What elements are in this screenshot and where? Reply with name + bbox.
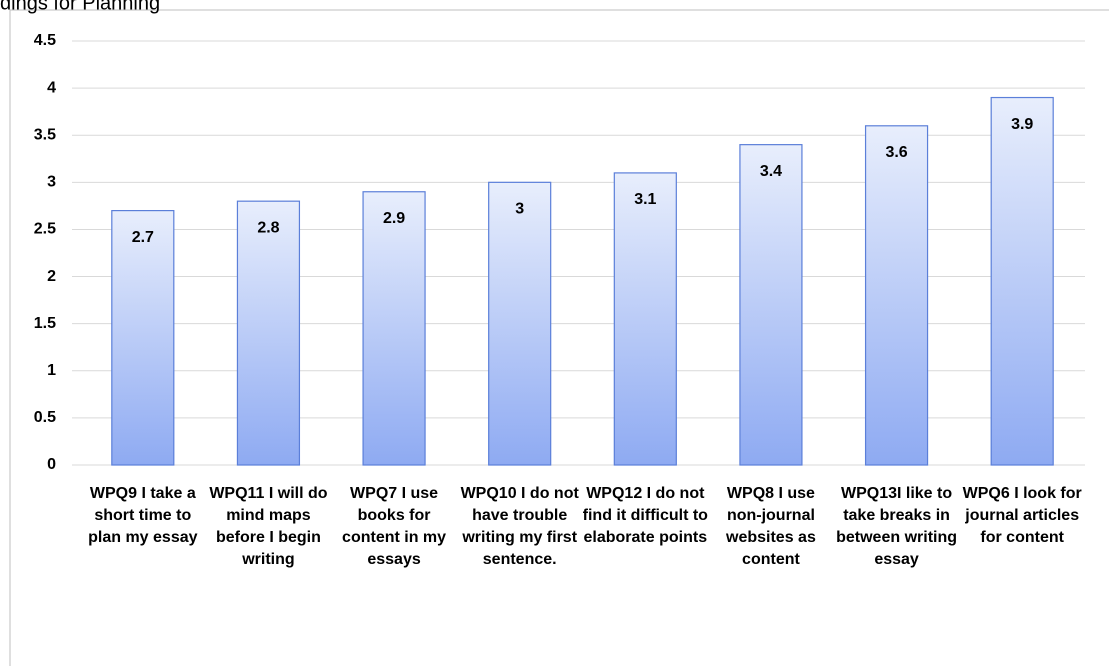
data-label: 3.9 xyxy=(1011,116,1033,133)
x-label-box: WPQ13I like to take breaks in between wr… xyxy=(836,485,958,568)
data-label: 2.9 xyxy=(383,210,405,227)
y-tick-label: 0.5 xyxy=(34,409,56,426)
x-label-box: WPQ7 I use books for content in my essay… xyxy=(342,485,447,568)
y-tick-label: 3 xyxy=(47,174,56,191)
x-label-box: WPQ12 I do not find it difficult to elab… xyxy=(582,485,708,546)
bar xyxy=(111,210,175,466)
bar xyxy=(864,125,929,466)
data-label: 2.7 xyxy=(132,229,154,246)
y-tick-label: 4.5 xyxy=(34,32,56,49)
y-tick-label: 0 xyxy=(47,456,56,473)
x-tick-label: WPQ7 I use books for content in my essay… xyxy=(342,485,447,568)
bar xyxy=(613,172,677,466)
x-label-box: WPQ6 I look for journal articles for con… xyxy=(962,485,1082,546)
y-tick-label: 3.5 xyxy=(34,126,56,143)
title-backdrop xyxy=(0,0,300,9)
bar xyxy=(362,191,426,466)
bar xyxy=(990,96,1054,466)
x-label-box: WPQ10 I do not have trouble writing my f… xyxy=(460,485,579,568)
x-tick-label: WPQ13I like to take breaks in between wr… xyxy=(836,485,958,568)
data-label: 3.4 xyxy=(760,163,782,180)
bar xyxy=(488,181,552,466)
y-tick-label: 4 xyxy=(47,79,56,96)
x-tick-label: WPQ11 I will do mind maps before I begin… xyxy=(209,485,328,568)
chart-title: dings for Planning xyxy=(0,0,160,14)
y-tick-label: 1.5 xyxy=(34,315,56,332)
y-tick-label: 2.5 xyxy=(34,221,56,238)
data-label: 3.1 xyxy=(634,191,656,208)
x-label-box: WPQ9 I take a short time to plan my essa… xyxy=(88,485,198,546)
x-tick-label: WPQ6 I look for journal articles for con… xyxy=(962,485,1082,546)
x-label-box: WPQ11 I will do mind maps before I begin… xyxy=(209,485,328,568)
x-tick-label: WPQ8 I use non-journal websites as conte… xyxy=(726,485,816,568)
x-label-box: WPQ8 I use non-journal websites as conte… xyxy=(726,485,816,568)
x-tick-label: WPQ9 I take a short time to plan my essa… xyxy=(88,485,198,546)
bar xyxy=(236,200,301,466)
chart-frame xyxy=(9,9,1109,666)
data-label: 3.6 xyxy=(885,144,907,161)
x-tick-label: WPQ12 I do not find it difficult to elab… xyxy=(582,485,708,546)
data-label: 2.8 xyxy=(257,219,279,236)
x-tick-label: WPQ10 I do not have trouble writing my f… xyxy=(460,485,579,568)
data-label: 3 xyxy=(515,201,524,218)
y-tick-label: 1 xyxy=(47,362,56,379)
bar xyxy=(739,144,803,466)
y-tick-label: 2 xyxy=(47,268,56,285)
